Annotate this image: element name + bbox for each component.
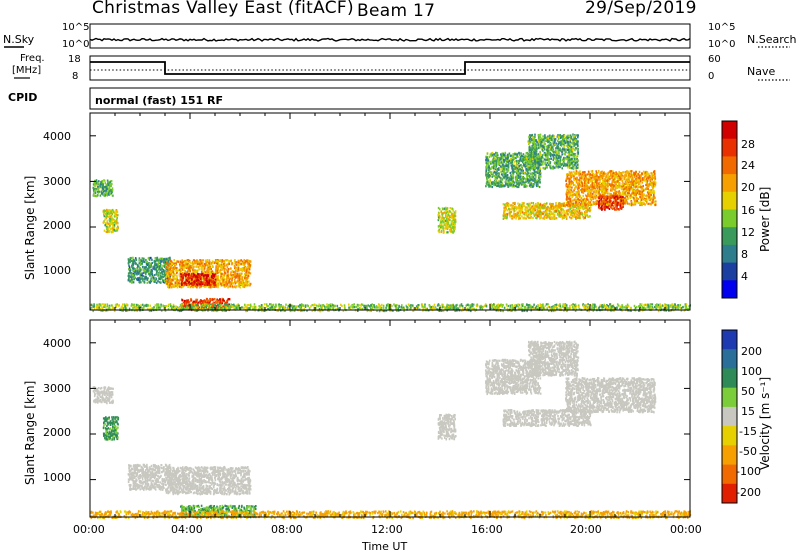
power-colorbar-swatch-5 bbox=[722, 209, 737, 228]
freq-line bbox=[90, 61, 690, 75]
velocity-echo-region-0 bbox=[92, 386, 114, 405]
power-echo-region-8 bbox=[502, 201, 592, 221]
xtick-1600: 16:00 bbox=[471, 523, 503, 536]
xtick-2400: 00:00 bbox=[670, 523, 702, 536]
power-echo-region-1 bbox=[102, 208, 119, 234]
velocity-colorbar-swatch-0 bbox=[722, 330, 737, 350]
xtick-0400: 04:00 bbox=[171, 523, 203, 536]
nsky-tick-bottom: 10^0 bbox=[62, 39, 90, 50]
power-cbar-tick-16: 16 bbox=[741, 204, 755, 217]
power-echo-region-9 bbox=[527, 133, 580, 170]
velocity-cbar-tick-m50: -50 bbox=[739, 445, 757, 458]
freq-label: Freq. bbox=[20, 53, 45, 64]
power-cbar-tick-24: 24 bbox=[741, 159, 755, 172]
date-label: 29/Sep/2019 bbox=[585, 0, 697, 18]
velocity-cbar-tick-200: 200 bbox=[741, 345, 762, 358]
power-echo-region-2 bbox=[127, 256, 172, 284]
power-cbar-tick-12: 12 bbox=[741, 226, 755, 239]
xtick-0000: 00:00 bbox=[73, 523, 105, 536]
velocity-ytick-4000: 4000 bbox=[43, 337, 71, 350]
velocity-echo-region-9 bbox=[565, 377, 657, 414]
nsky-label: N.Sky bbox=[3, 33, 35, 46]
velocity-cbar-tick-100: 100 bbox=[741, 365, 762, 378]
velocity-echo-region-7 bbox=[502, 408, 592, 428]
velocity-colorbar-swatch-5 bbox=[722, 426, 737, 446]
power-colorbar-swatch-1 bbox=[722, 138, 737, 157]
beam-label: Beam 17 bbox=[357, 1, 436, 21]
freq-unit-label: [MHz] bbox=[12, 65, 42, 76]
cpid-frame bbox=[89, 87, 691, 110]
nave-tick-bottom: 0 bbox=[708, 71, 715, 82]
power-colorbar-frame bbox=[721, 120, 738, 299]
velocity-cbar-tick-50: 50 bbox=[741, 385, 755, 398]
nave-tick-top: 60 bbox=[708, 54, 721, 65]
station-title: Christmas Valley East (fitACF) bbox=[92, 0, 354, 18]
power-colorbar-swatch-6 bbox=[722, 227, 737, 246]
power-colorbar-swatch-2 bbox=[722, 156, 737, 175]
velocity-echo-region-2 bbox=[127, 463, 172, 491]
power-colorbar-swatch-8 bbox=[722, 262, 737, 281]
velocity-colorbar-swatch-4 bbox=[722, 406, 737, 427]
xtick-0800: 08:00 bbox=[271, 523, 303, 536]
velocity-echo-region-3 bbox=[165, 465, 252, 496]
power-echo-region-6 bbox=[437, 206, 457, 234]
cpid-mode: normal (fast) 151 RF bbox=[95, 94, 223, 107]
velocity-colorbar-swatch-6 bbox=[722, 445, 737, 465]
velocity-colorbar-swatch-1 bbox=[722, 349, 737, 369]
velocity-colorbar-swatch-3 bbox=[722, 387, 737, 408]
velocity-echo-region-1 bbox=[102, 416, 120, 441]
velocity-cbar-tick-15: 15 bbox=[741, 405, 755, 418]
velocity-ytick-2000: 2000 bbox=[43, 426, 71, 439]
noise-sky-line bbox=[89, 37, 691, 42]
power-ytick-4000: 4000 bbox=[43, 130, 71, 143]
power-cbar-tick-28: 28 bbox=[741, 138, 755, 151]
power-cbar-tick-8: 8 bbox=[741, 248, 748, 261]
power-cbar-tick-4: 4 bbox=[741, 270, 748, 283]
velocity-colorbar-frame bbox=[721, 329, 738, 504]
velocity-echo-region-8 bbox=[527, 340, 580, 377]
freq-panel-frame bbox=[89, 55, 691, 81]
velocity-echo-region-5 bbox=[437, 413, 457, 441]
xaxis-label: Time UT bbox=[362, 540, 408, 553]
freq-tick-top: 18 bbox=[68, 54, 81, 65]
velocity-echo-region-10 bbox=[90, 510, 692, 520]
nsky-tick-top: 10^5 bbox=[62, 22, 90, 33]
power-ytick-3000: 3000 bbox=[43, 175, 71, 188]
nsearch-label: N.Search bbox=[747, 33, 797, 46]
velocity-colorbar-swatch-8 bbox=[722, 483, 737, 504]
power-ytick-2000: 2000 bbox=[43, 219, 71, 232]
velocity-ytick-3000: 3000 bbox=[43, 382, 71, 395]
power-echo-region-10 bbox=[565, 170, 657, 207]
velocity-colorbar-swatch-2 bbox=[722, 368, 737, 389]
power-cbar-tick-20: 20 bbox=[741, 181, 755, 194]
nsearch-tick-bottom: 10^0 bbox=[708, 39, 736, 50]
power-ytick-1000: 1000 bbox=[43, 264, 71, 277]
power-colorbar-swatch-9 bbox=[722, 280, 737, 299]
velocity-cbar-tick-m100: -100 bbox=[736, 465, 761, 478]
noise-panel-frame bbox=[89, 23, 691, 49]
xtick-2000: 20:00 bbox=[570, 523, 602, 536]
power-echo-region-11 bbox=[597, 195, 625, 211]
power-colorbar-swatch-4 bbox=[722, 191, 737, 210]
power-colorbar-swatch-0 bbox=[722, 121, 737, 140]
freq-tick-bottom: 8 bbox=[72, 71, 79, 82]
power-colorbar-swatch-3 bbox=[722, 174, 737, 193]
power-echo-region-0 bbox=[92, 179, 114, 198]
velocity-cbar-tick-m200: -200 bbox=[736, 486, 761, 499]
velocity-cbar-tick-m15: -15 bbox=[739, 425, 757, 438]
velocity-ytick-1000: 1000 bbox=[43, 471, 71, 484]
nsearch-tick-top: 10^5 bbox=[708, 22, 736, 33]
cpid-label: CPID bbox=[8, 91, 38, 104]
power-echo-region-4 bbox=[180, 272, 217, 287]
nave-label: Nave bbox=[747, 65, 776, 78]
xtick-1200: 12:00 bbox=[371, 523, 403, 536]
power-colorbar-swatch-7 bbox=[722, 244, 737, 264]
velocity-echo-region-6 bbox=[485, 358, 542, 396]
velocity-colorbar-swatch-7 bbox=[722, 464, 737, 485]
